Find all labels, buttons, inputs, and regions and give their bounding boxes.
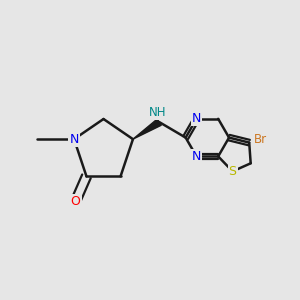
Text: S: S (229, 165, 237, 178)
Text: Br: Br (254, 133, 267, 146)
Polygon shape (133, 119, 161, 139)
Text: O: O (71, 195, 81, 208)
Text: NH: NH (149, 106, 166, 119)
Text: N: N (192, 150, 201, 163)
Text: N: N (69, 133, 79, 146)
Text: N: N (192, 112, 201, 125)
